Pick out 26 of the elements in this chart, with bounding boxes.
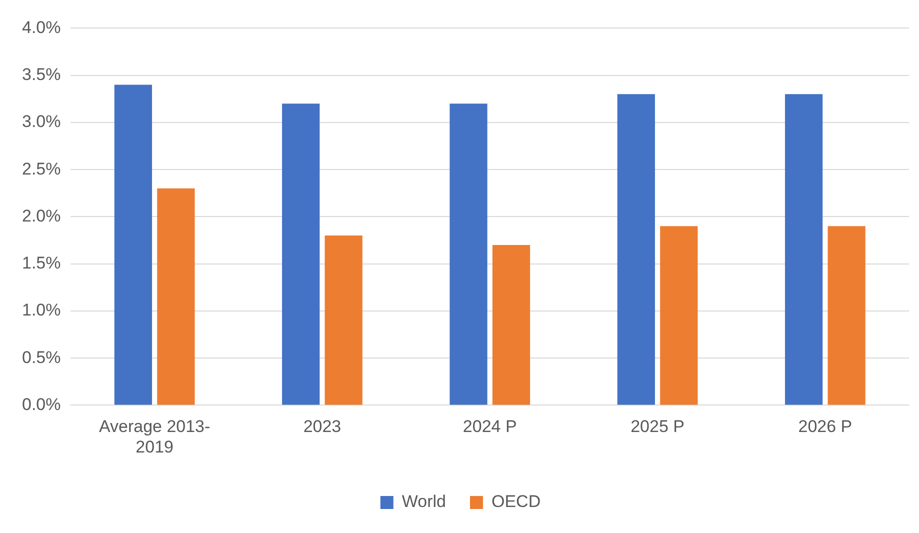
- bar: [324, 236, 362, 405]
- bar: [660, 226, 698, 405]
- bar: [282, 104, 320, 405]
- legend-label: OECD: [491, 492, 541, 512]
- y-tick-label: 3.0%: [22, 112, 61, 132]
- x-tick-label: 2024 P: [462, 417, 517, 436]
- legend-label: World: [402, 492, 446, 512]
- bar: [784, 94, 823, 405]
- bar: [492, 244, 530, 405]
- bar: [828, 226, 866, 405]
- x-tick-label: 2023: [303, 417, 342, 436]
- y-tick-label: 2.5%: [22, 159, 61, 178]
- x-tick-label: Average 2013-2019: [98, 417, 210, 456]
- y-tick-label: 0.0%: [22, 394, 61, 414]
- bar: [450, 104, 488, 405]
- y-tick-label: 1.0%: [22, 300, 61, 320]
- bar: [617, 94, 655, 405]
- y-tick-label: 0.5%: [22, 348, 61, 367]
- y-tick-label: 4.0%: [22, 18, 61, 37]
- x-tick-label: 2026 P: [798, 417, 852, 436]
- bar: [157, 188, 195, 405]
- y-tick-label: 2.0%: [22, 206, 61, 226]
- x-tick-label: 2025 P: [630, 417, 684, 436]
- y-tick-label: 1.5%: [22, 254, 61, 273]
- y-tick-label: 3.5%: [22, 65, 61, 84]
- bar: [114, 84, 152, 405]
